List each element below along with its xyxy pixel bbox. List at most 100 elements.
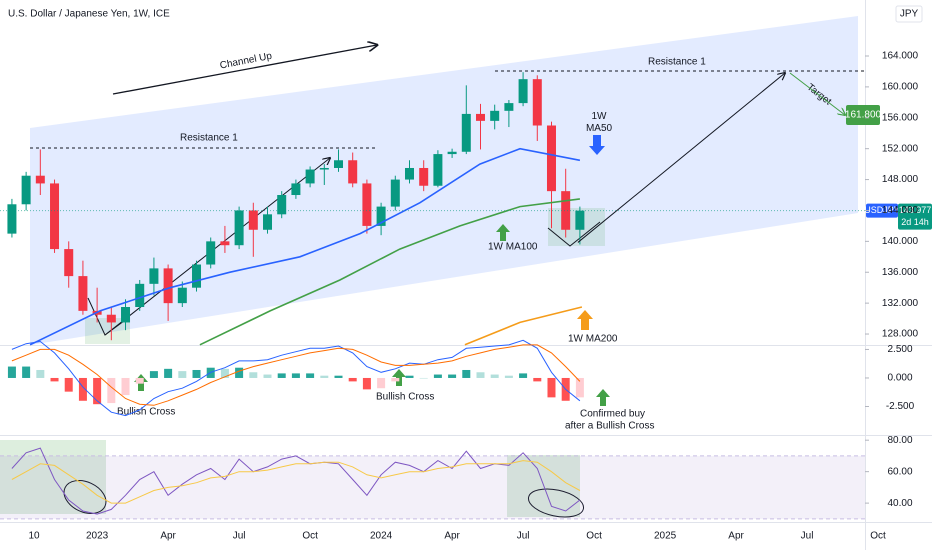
candle-body [64, 249, 74, 277]
y-tick-label: 160.000 [882, 82, 919, 93]
candle-body [277, 195, 287, 215]
histogram-bar [306, 373, 315, 378]
price-axis [866, 0, 932, 550]
candle-body [546, 125, 556, 192]
moving-average [199, 198, 581, 346]
candle-body [135, 283, 145, 308]
arrow-up [596, 389, 610, 406]
target-box [846, 105, 880, 125]
x-tick-label: 2024 [370, 531, 393, 542]
histogram-bar [249, 372, 258, 378]
candle-body [121, 307, 131, 323]
candle-body [518, 79, 528, 104]
histogram-bar [64, 377, 73, 392]
y-tick-label: 60.00 [887, 466, 912, 477]
v-line [87, 297, 129, 336]
x-tick-label: Oct [302, 531, 318, 542]
candle-body [21, 175, 31, 205]
annotation: 1W MA100 [488, 242, 538, 253]
candle-body [376, 206, 386, 226]
annotation: after a Bullish Cross [565, 421, 654, 432]
candle-body [177, 287, 187, 304]
annotation: Resistance 1 [648, 57, 706, 68]
histogram-bar [22, 366, 31, 378]
candle-body [50, 183, 60, 250]
rsi-line [11, 447, 581, 515]
histogram-bar [121, 377, 130, 396]
histogram-bar [405, 375, 414, 378]
y-tick-label: 148.000 [882, 174, 919, 185]
histogram-bar [220, 368, 229, 378]
y-tick-label: 128.000 [882, 329, 919, 340]
histogram-bar [462, 369, 471, 378]
candle-body [447, 151, 457, 155]
histogram-bar [93, 377, 102, 405]
y-tick-label: 136.000 [882, 267, 919, 278]
y-tick-label: 140.000 [882, 236, 919, 247]
arrow-down [589, 135, 605, 155]
candle-body [149, 268, 159, 284]
x-tick-label: Apr [444, 531, 460, 542]
symbol-box [866, 203, 898, 218]
candle-body [362, 183, 372, 226]
histogram-bar [377, 377, 386, 389]
histogram-bar [490, 374, 499, 378]
histogram-bar [448, 374, 457, 378]
candle-body [490, 110, 500, 121]
histogram-bar [135, 377, 144, 384]
x-tick-label: 10 [29, 531, 41, 542]
annotation: 1W MA50 [585, 111, 613, 134]
countdown: 2d 14h [901, 217, 929, 227]
annotation: Resistance 1 [180, 133, 238, 144]
x-tick-label: 2025 [654, 531, 677, 542]
x-tick-label: Jul [801, 531, 814, 542]
candle-body [404, 167, 414, 180]
candle-body [106, 314, 116, 323]
histogram-bar [547, 377, 556, 398]
histogram-bar [504, 375, 513, 378]
target-line [789, 72, 845, 115]
x-tick-label: Jul [233, 531, 246, 542]
histogram-bar [263, 374, 272, 378]
circle [527, 488, 585, 518]
annotation: Bullish Cross [117, 407, 175, 418]
channel [30, 16, 858, 345]
candle-body [220, 241, 230, 246]
candle-body [234, 210, 244, 246]
x-tick-label: Jul [517, 531, 530, 542]
projection-arrow [577, 73, 785, 243]
annotation: Confirmed buy [580, 409, 645, 420]
histogram-bar [277, 373, 286, 378]
candle-body [575, 210, 585, 230]
y-tick-label: 152.000 [882, 143, 919, 154]
candle-body [348, 160, 358, 184]
v-line [547, 221, 601, 247]
y-tick-label: 164.000 [882, 51, 919, 62]
symbol-label: USDJPY [864, 205, 900, 215]
histogram-bar [36, 369, 45, 378]
histogram-bar [192, 369, 201, 378]
arrow-up [577, 310, 593, 330]
histogram-bar [320, 375, 329, 378]
histogram-bar [348, 377, 357, 382]
y-tick-label: 156.000 [882, 112, 919, 123]
histogram-bar [476, 372, 485, 378]
currency: JPY [900, 9, 919, 20]
histogram-bar [419, 377, 428, 379]
annotation: Bullish Cross [376, 392, 434, 403]
channel-arrow [112, 45, 377, 95]
candle-body [390, 179, 400, 207]
chart-title: U.S. Dollar / Japanese Yen, 1W, ICE [8, 9, 170, 20]
histogram-bar [164, 368, 173, 378]
moving-average [29, 147, 581, 346]
candle-body [532, 79, 542, 126]
candle-body [561, 191, 571, 230]
histogram-bar [78, 377, 87, 401]
candle-body [78, 276, 88, 311]
moving-average [464, 306, 583, 346]
candle-body [35, 175, 45, 184]
candle-body [504, 103, 514, 111]
histogram-bar [575, 377, 584, 398]
